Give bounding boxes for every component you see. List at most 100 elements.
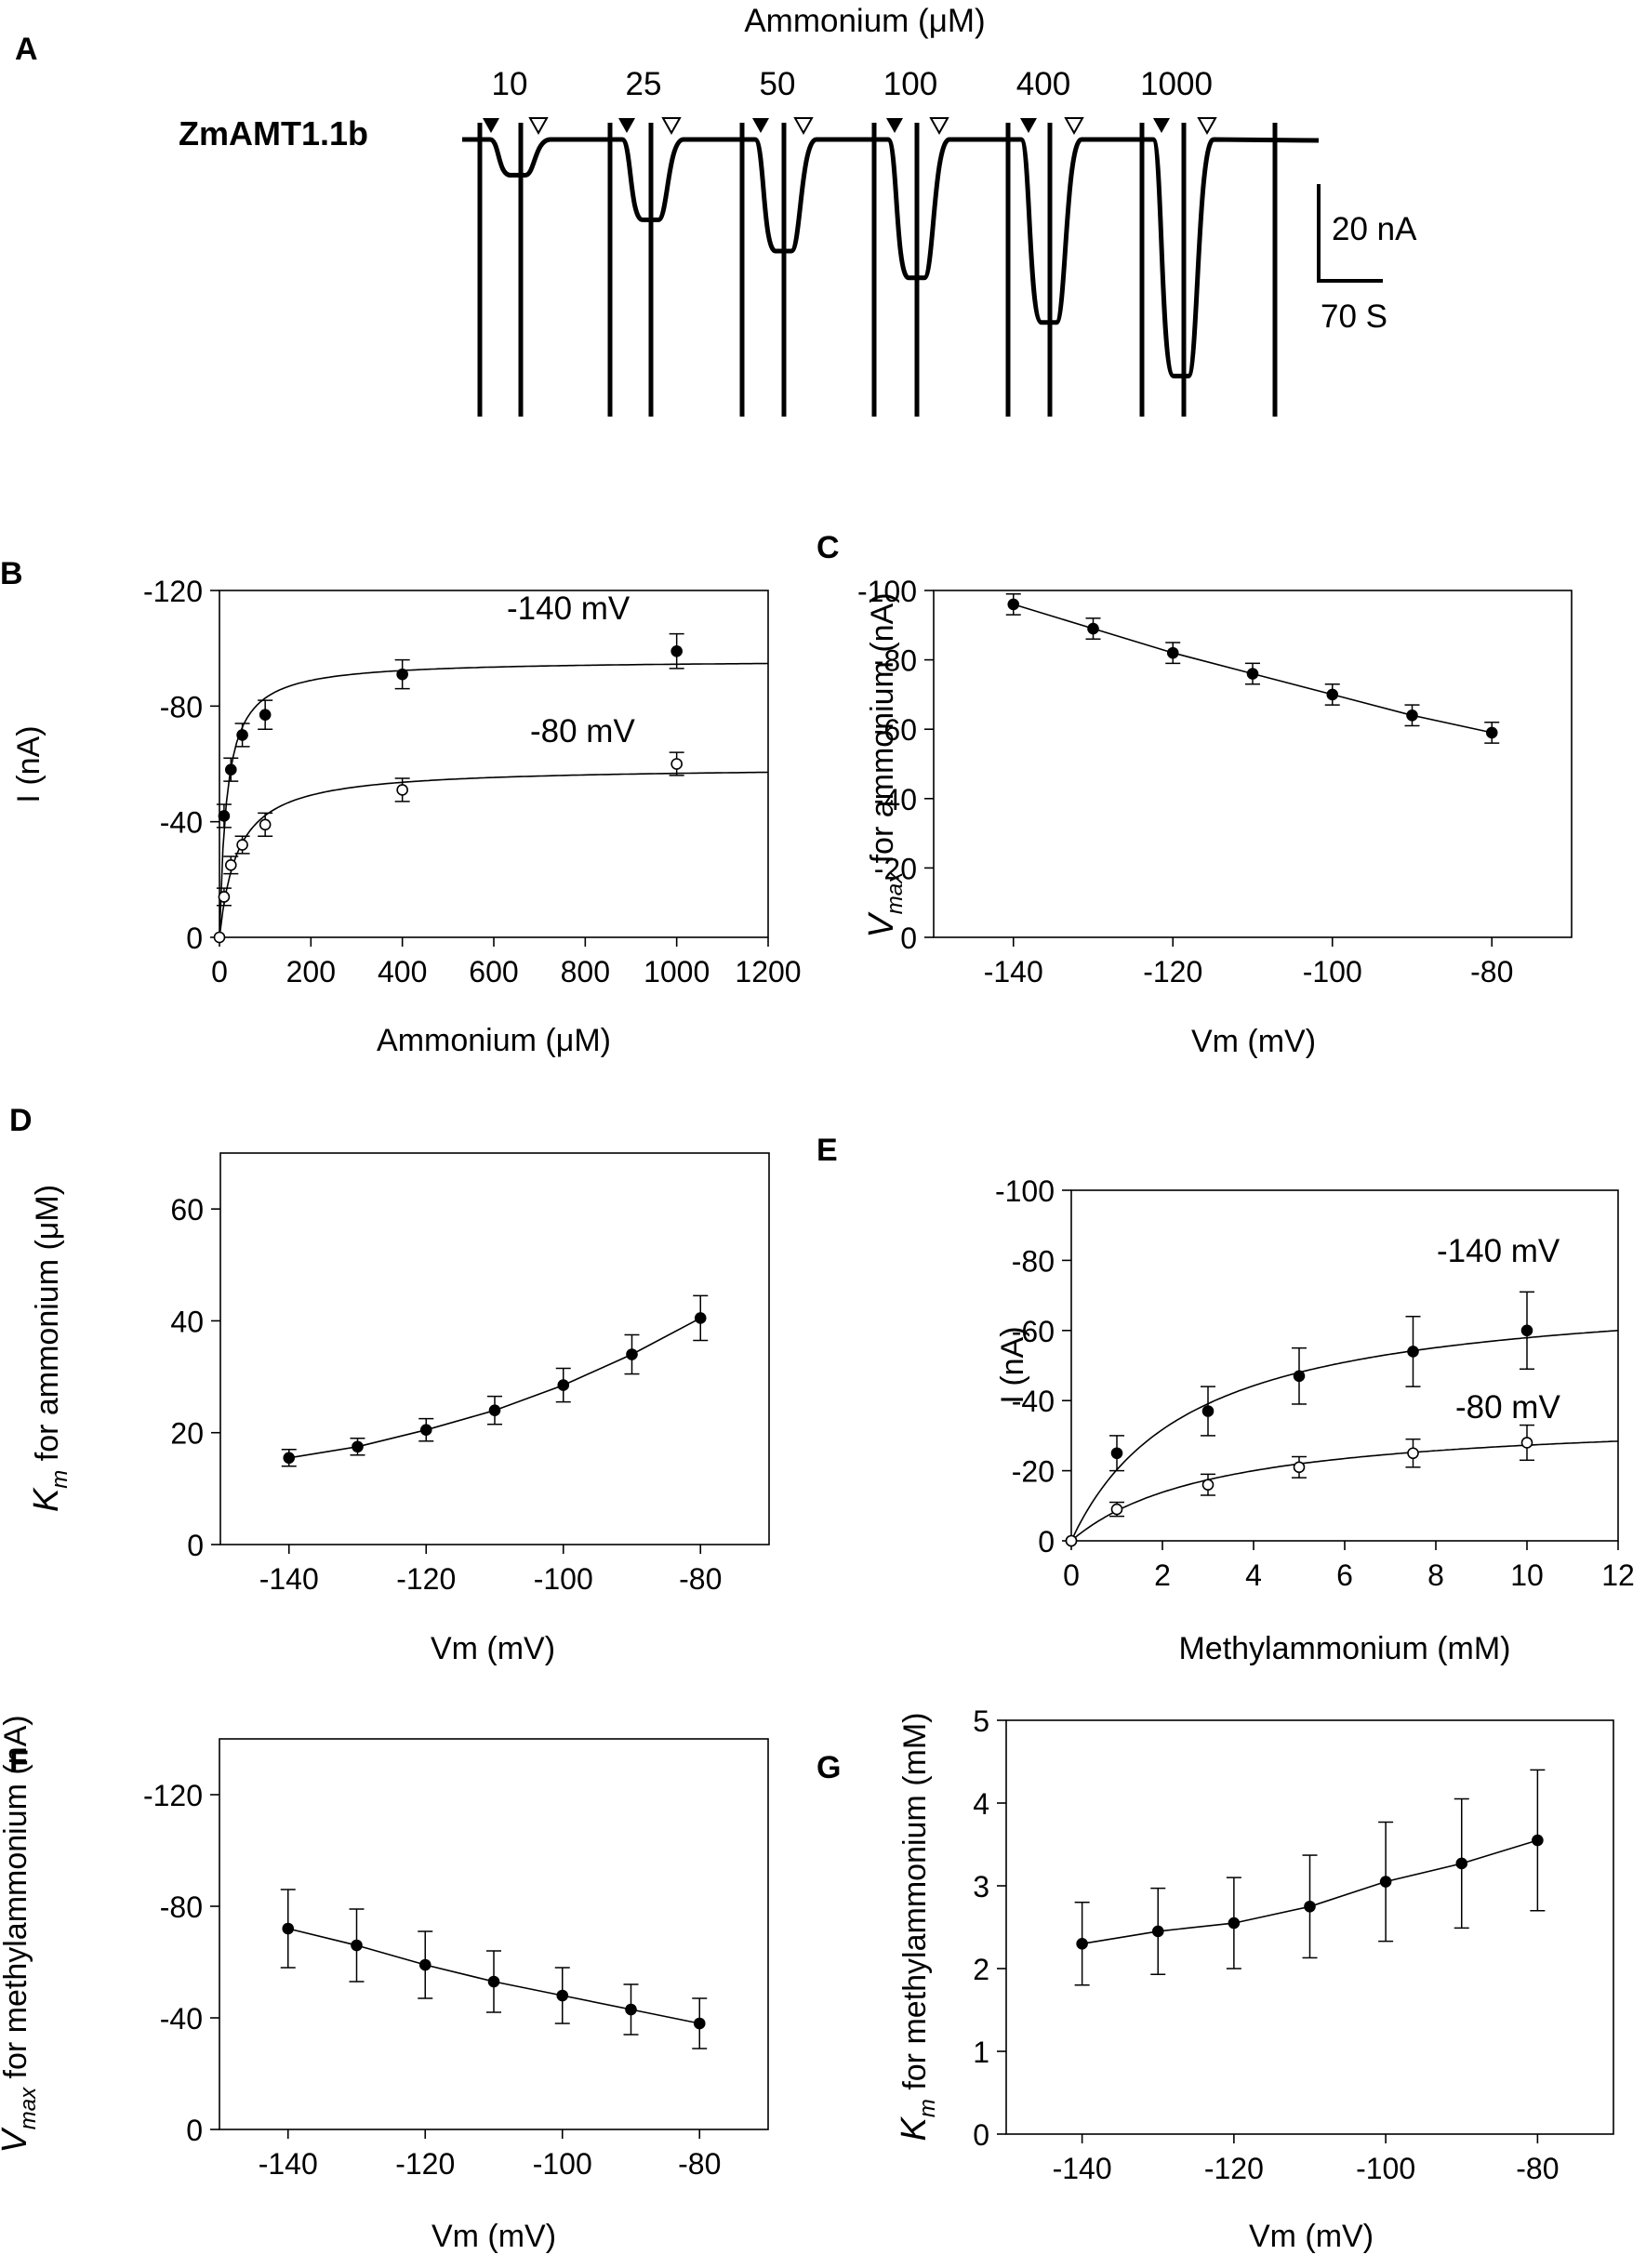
panel-b-xtick-label: 200: [286, 955, 336, 988]
concentration-label-1000: 1000: [1140, 66, 1213, 102]
panel-e-series-0-point: [1293, 1370, 1306, 1383]
panel-f-series-0-point: [693, 2017, 706, 2030]
panel-d-ylabel: Km for ammonium (μM): [27, 1185, 73, 1512]
current-trace: [462, 137, 1320, 378]
panel-g-xtick-label: -100: [1356, 2152, 1415, 2185]
panel-c-xtick-label: -120: [1143, 955, 1202, 988]
panel-b-series-0-point: [259, 709, 272, 721]
panel-d-xtick-label: -100: [534, 1562, 593, 1596]
panel-b-series-0-legend-label: -140 mV: [507, 590, 631, 627]
concentration-label-100: 100: [883, 66, 937, 102]
panel-g-xtick-label: -80: [1516, 2152, 1559, 2185]
panel-e-ylabel: I (nA): [995, 1326, 1030, 1403]
panel-e-series-1-legend-label: -80 mV: [1455, 1389, 1560, 1426]
panel-d-xtick-label: -140: [259, 1562, 319, 1596]
wash-out-marker-3: [929, 117, 949, 136]
panel-b-series-0-point: [236, 729, 248, 741]
wash-in-marker-2: [752, 118, 769, 133]
wash-out-marker-2: [793, 117, 814, 136]
panel-g-ytick-label: 0: [973, 2118, 989, 2152]
panel-d-series-0-point: [419, 1424, 432, 1437]
panel-f-xtick-label: -140: [259, 2147, 318, 2181]
panel-a-title: Ammonium (μM): [744, 3, 985, 39]
panel-g-ytick-label: 5: [973, 1704, 989, 1738]
panel-d-series-0-point: [626, 1348, 638, 1360]
panel-b-xtick-label: 600: [469, 955, 518, 988]
panel-f-series-0-point: [556, 1989, 569, 2002]
panel-c-series-0-point: [1246, 668, 1259, 680]
panel-d-ytick-label: 20: [170, 1417, 204, 1451]
panel-g-xtick-label: -120: [1204, 2152, 1264, 2185]
panel-e-xtick-label: 6: [1336, 1558, 1353, 1592]
panel-f-series-0-point: [282, 1922, 295, 1935]
wash-in-marker-5: [1153, 118, 1170, 133]
wash-in-marker-4: [1020, 118, 1037, 133]
scale-bar-time-label: 70 S: [1321, 298, 1387, 335]
panel-e-ytick-label: -100: [995, 1174, 1055, 1208]
panel-d-ytick-label: 40: [170, 1305, 204, 1338]
panel-e-series-1-point: [1520, 1437, 1533, 1449]
panel-e-letter: E: [816, 1133, 838, 1168]
panel-f-frame: [219, 1738, 769, 2130]
panel-c-series-0-point: [1326, 688, 1339, 701]
panel-d-ytick-label: 60: [170, 1193, 204, 1227]
panel-g-ytick-label: 2: [973, 1953, 989, 1986]
panel-e-xtick-label: 10: [1510, 1558, 1544, 1592]
concentration-label-400: 400: [1016, 66, 1070, 102]
panel-c-ytick-label: -100: [857, 575, 917, 608]
panel-b-series-1-point: [396, 784, 408, 796]
panel-e-xtick-label: 12: [1601, 1558, 1635, 1592]
panel-f-xtick-label: -80: [678, 2147, 721, 2181]
panel-e-ytick-label: 0: [1038, 1525, 1055, 1558]
panel-b-ytick-label: -120: [143, 575, 203, 608]
panel-g-series-0-point: [1532, 1834, 1544, 1847]
panel-f-letter: F: [9, 1744, 29, 1780]
panel-g-series-0-point: [1076, 1938, 1088, 1950]
panel-f-series-0-point: [418, 1958, 431, 1971]
panel-g-ytick-label: 1: [973, 2036, 989, 2069]
panel-e-ytick-label: -80: [1012, 1244, 1055, 1278]
panel-d-series-0-point: [488, 1404, 501, 1416]
panel-c-ytick-label: -80: [874, 644, 917, 678]
panel-e-xlabel: Methylammonium (mM): [1178, 1631, 1510, 1666]
panel-d-series-0-line: [288, 1317, 701, 1459]
panel-e-series-1-point: [1201, 1479, 1215, 1491]
panel-c-ytick-label: -60: [874, 713, 917, 747]
panel-d-series-0-point: [352, 1440, 364, 1453]
panel-c-letter: C: [816, 530, 840, 565]
panel-c-ytick-label: -20: [874, 852, 917, 885]
panel-b-xtick-label: 400: [378, 955, 427, 988]
panel-b-ylabel: I (nA): [11, 725, 46, 802]
panel-e: E 0 2 4 6 8 10 12 0 -20 -40 -60 -80 -100 Methylammoniu…: [816, 1133, 1635, 1666]
panel-e-series-0-point: [1110, 1447, 1123, 1460]
panel-f-series-0-point: [625, 2003, 637, 2016]
panel-b-series-0-point: [218, 810, 231, 822]
trace-label: ZmAMT1.1b: [179, 114, 368, 153]
panel-f-ytick-label: -80: [160, 1890, 203, 1924]
panel-b-series-1-point: [218, 891, 231, 903]
panel-b-series-1-point: [670, 758, 683, 770]
panel-b-frame: [219, 590, 769, 938]
panel-c-ytick-label: -40: [874, 783, 917, 816]
panel-e-xtick-label: 8: [1427, 1558, 1444, 1592]
panel-b-xtick-label: 1200: [735, 955, 801, 988]
panel-b-series-1-point: [236, 839, 248, 851]
panel-f-xtick-label: -120: [395, 2147, 455, 2181]
panel-d: D -140 -120 -100 -80 0 20 40 60 Vm (mV) Km for amm…: [9, 1103, 770, 1666]
panel-f-ytick-label: -40: [160, 2002, 203, 2036]
panel-e-series-1-point: [1293, 1461, 1306, 1474]
panel-f: F -140 -120 -100 -80 0 -40 -80 -120 Vm (mV) Vmax f…: [0, 1715, 769, 2254]
panel-f-ytick-label: -120: [143, 1779, 203, 1812]
panel-f-ylabel: Vmax for methylammonium (nA): [0, 1715, 41, 2153]
panel-d-series-0-point: [557, 1379, 570, 1391]
panel-d-series-0-point: [694, 1312, 707, 1324]
panel-e-series-0-point: [1407, 1346, 1419, 1358]
panel-e-series-1-point: [1065, 1534, 1078, 1547]
concentration-label-50: 50: [760, 66, 796, 102]
panel-g: G -140 -120 -100 -80 0 1 2 3 4 5 Vm (mV) Km for meth…: [816, 1704, 1614, 2254]
panel-e-xtick-label: 2: [1154, 1558, 1171, 1592]
wash-in-marker-1: [618, 118, 635, 133]
panel-g-series-0-point: [1379, 1876, 1392, 1888]
panel-c-series-0-point: [1166, 646, 1179, 659]
panel-c-xtick-label: -140: [984, 955, 1043, 988]
